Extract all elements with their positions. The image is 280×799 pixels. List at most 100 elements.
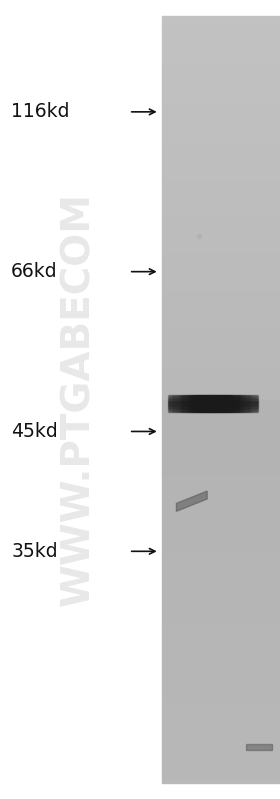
Bar xyxy=(162,246,280,250)
Bar xyxy=(162,641,280,645)
Bar xyxy=(162,626,280,630)
Bar xyxy=(162,542,280,545)
Bar xyxy=(162,729,280,733)
Bar xyxy=(162,308,280,312)
Bar xyxy=(162,81,280,85)
Bar xyxy=(162,227,280,231)
Bar xyxy=(162,346,280,350)
Bar xyxy=(162,668,280,672)
Bar xyxy=(195,395,196,412)
Bar xyxy=(162,725,280,729)
Bar xyxy=(171,395,172,412)
Bar xyxy=(175,395,176,412)
Bar xyxy=(252,395,253,412)
Bar xyxy=(162,599,280,602)
Bar xyxy=(189,395,190,412)
Bar xyxy=(200,395,202,412)
Bar xyxy=(162,392,280,396)
Bar xyxy=(162,610,280,614)
Bar xyxy=(162,568,280,572)
Bar xyxy=(162,342,280,346)
Bar xyxy=(216,395,217,412)
Bar xyxy=(162,177,280,181)
Bar xyxy=(191,395,192,412)
Bar xyxy=(162,20,280,24)
Bar xyxy=(170,395,171,412)
Bar xyxy=(235,395,236,412)
Bar xyxy=(162,676,280,679)
Bar xyxy=(162,334,280,338)
Bar xyxy=(213,395,214,412)
Bar xyxy=(244,395,245,412)
Bar xyxy=(162,58,280,62)
Bar xyxy=(254,395,255,412)
Bar xyxy=(239,395,241,412)
Bar xyxy=(162,756,280,760)
Bar xyxy=(162,438,280,442)
Bar xyxy=(162,62,280,66)
Bar xyxy=(225,395,226,412)
Bar xyxy=(162,561,280,564)
Bar xyxy=(162,753,280,756)
Bar xyxy=(162,523,280,526)
Bar xyxy=(202,395,203,412)
Bar xyxy=(162,687,280,691)
Bar xyxy=(162,104,280,108)
Bar xyxy=(176,395,177,412)
Bar xyxy=(162,66,280,70)
Bar xyxy=(162,276,280,280)
Bar xyxy=(162,85,280,89)
Bar xyxy=(223,395,224,412)
Bar xyxy=(162,595,280,599)
Bar xyxy=(162,89,280,93)
Bar xyxy=(162,587,280,591)
Bar xyxy=(162,74,280,78)
Bar xyxy=(251,395,252,412)
Bar xyxy=(222,395,223,412)
Bar xyxy=(162,127,280,131)
Bar xyxy=(194,395,195,412)
Bar xyxy=(162,503,280,507)
Bar xyxy=(162,365,280,369)
Bar xyxy=(210,395,211,412)
Bar xyxy=(230,395,231,412)
Bar xyxy=(162,16,280,20)
Bar xyxy=(162,273,280,276)
Bar xyxy=(162,27,280,31)
Bar xyxy=(224,395,225,412)
Bar xyxy=(162,131,280,135)
Bar xyxy=(204,395,205,412)
Bar xyxy=(227,395,228,412)
Bar xyxy=(162,331,280,334)
Bar xyxy=(162,614,280,618)
Bar xyxy=(162,265,280,269)
Bar xyxy=(162,434,280,438)
Bar xyxy=(190,395,191,412)
Bar xyxy=(162,108,280,112)
Bar xyxy=(162,664,280,668)
Bar xyxy=(162,768,280,772)
Bar xyxy=(162,476,280,480)
Bar xyxy=(162,499,280,503)
Bar xyxy=(208,395,209,412)
Bar xyxy=(162,691,280,695)
Bar xyxy=(162,672,280,676)
Bar xyxy=(162,93,280,97)
Bar xyxy=(174,395,175,412)
Bar xyxy=(211,395,212,412)
Bar xyxy=(183,395,184,412)
Bar xyxy=(226,395,227,412)
Bar xyxy=(203,395,204,412)
Bar xyxy=(162,775,280,779)
Bar xyxy=(169,395,170,412)
Bar xyxy=(162,400,280,403)
Bar xyxy=(162,630,280,634)
Bar xyxy=(162,372,280,376)
Bar xyxy=(162,472,280,476)
Bar xyxy=(242,395,243,412)
Bar xyxy=(197,395,198,412)
Bar xyxy=(162,204,280,208)
Bar xyxy=(162,197,280,200)
Bar xyxy=(162,376,280,380)
Bar xyxy=(162,702,280,706)
